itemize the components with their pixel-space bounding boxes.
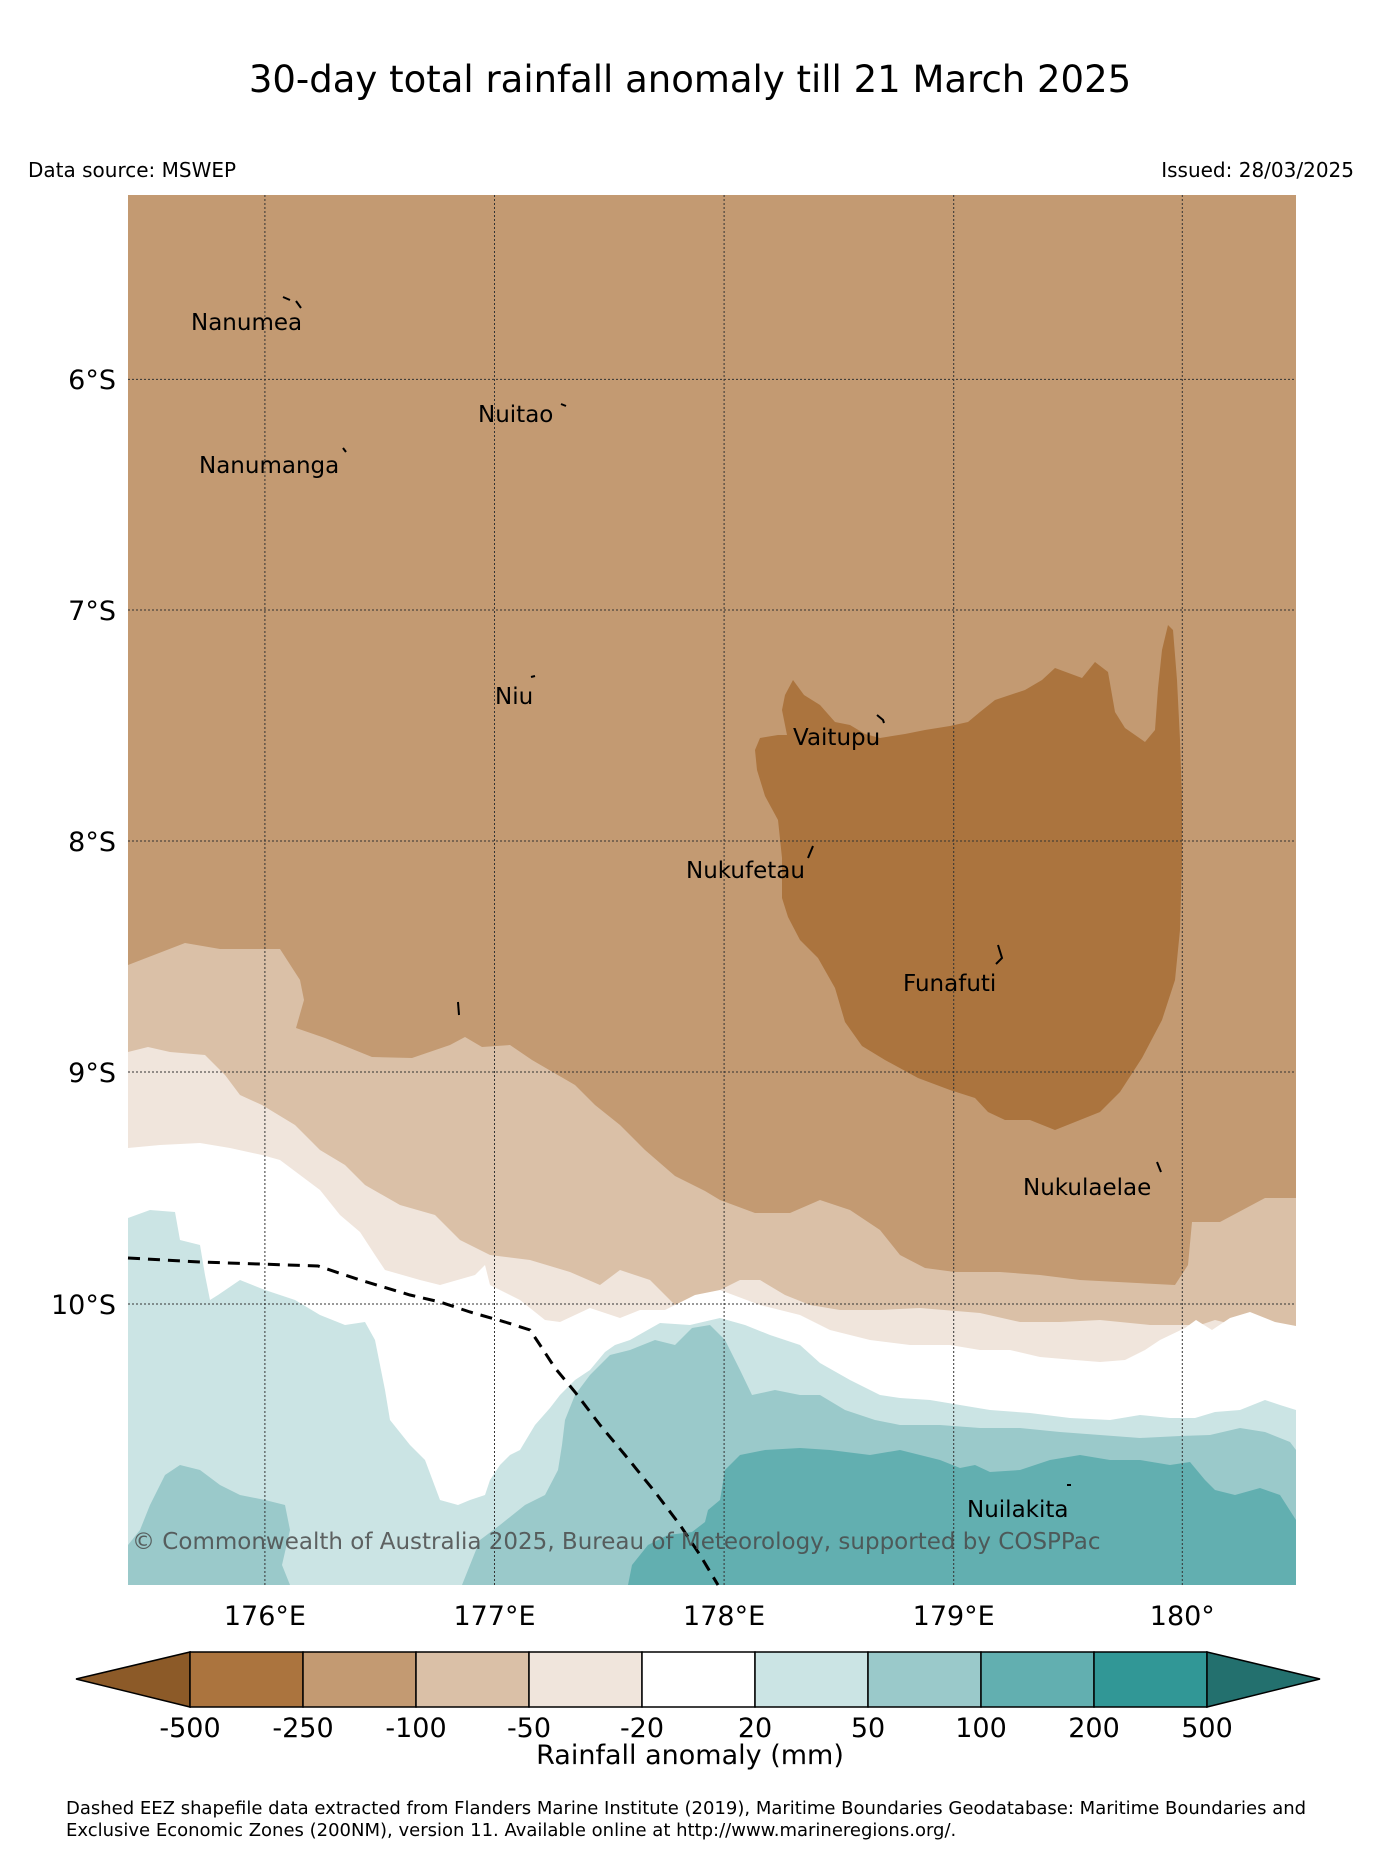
x-tick-179e: 179°E	[913, 1601, 995, 1632]
nuitao-atoll-icon	[560, 403, 567, 407]
x-tick-178e: 178°E	[683, 1601, 765, 1632]
colorbar-tick: -500	[159, 1713, 220, 1744]
island-outlines	[282, 296, 1162, 1486]
nukulaelae-atoll-icon	[1156, 1161, 1162, 1173]
colorbar-segment	[641, 1651, 756, 1708]
issued-date-text: Issued: 28/03/2025	[1161, 158, 1354, 182]
graticule	[128, 195, 1296, 1585]
island-label-funafuti: Funafuti	[903, 971, 996, 997]
vaitupu-atoll-icon	[876, 714, 885, 724]
niu-atoll-icon	[530, 675, 536, 678]
colorbar	[75, 1651, 1321, 1708]
x-tick-177e: 177°E	[453, 1601, 535, 1632]
colorbar-segment	[867, 1651, 982, 1708]
colorbar-tick: -250	[272, 1713, 333, 1744]
island-label-vaitupu: Vaitupu	[793, 725, 880, 751]
colorbar-label: Rainfall anomaly (mm)	[536, 1740, 844, 1771]
colorbar-tick: 20	[738, 1713, 772, 1744]
data-source-text: Data source: MSWEP	[28, 158, 237, 182]
eez-boundary-line	[127, 1256, 720, 1586]
colorbar-tick: 500	[1181, 1713, 1233, 1744]
x-tick-176e: 176°E	[224, 1601, 306, 1632]
y-tick-9s: 9°S	[68, 1058, 116, 1089]
footer-credit: Dashed EEZ shapefile data extracted from…	[66, 1798, 1307, 1841]
island-label-nuitao: Nuitao	[478, 402, 553, 428]
y-tick-6s: 6°S	[68, 365, 116, 396]
nukufetau-atoll-icon	[807, 845, 814, 859]
nanumanga-atoll-icon	[342, 447, 347, 453]
contour-band-plus200-plus500	[700, 1515, 745, 1585]
coast-speck-icon	[457, 1001, 460, 1016]
island-label-nukufetau: Nukufetau	[686, 858, 805, 884]
colorbar-max-arrow	[1206, 1651, 1321, 1708]
colorbar-tick: 50	[851, 1713, 885, 1744]
funafuti-atoll-icon	[995, 944, 1004, 965]
contour-band-plus100-plus200	[628, 1448, 1296, 1585]
island-label-nanumanga: Nanumanga	[199, 453, 339, 479]
island-label-nanumea: Nanumea	[191, 310, 302, 336]
colorbar-min-arrow	[75, 1651, 191, 1708]
island-label-nuilakita: Nuilakita	[967, 1497, 1068, 1523]
nanumea-atoll-icon	[282, 296, 302, 309]
y-tick-10s: 10°S	[51, 1290, 116, 1321]
colorbar-segment	[415, 1651, 530, 1708]
anomaly-contours	[128, 195, 1296, 1585]
x-tick-180: 180°	[1150, 1601, 1215, 1632]
colorbar-tick: -20	[620, 1713, 664, 1744]
colorbar-tick: -100	[385, 1713, 446, 1744]
colorbar-tick: 100	[955, 1713, 1007, 1744]
island-label-niu: Niu	[495, 684, 533, 710]
colorbar-tick: 200	[1068, 1713, 1120, 1744]
colorbar-segment	[1093, 1651, 1208, 1708]
colorbar-segment	[302, 1651, 417, 1708]
colorbar-tick: -50	[507, 1713, 551, 1744]
island-label-nukulaelae: Nukulaelae	[1023, 1175, 1151, 1201]
colorbar-segment	[189, 1651, 304, 1708]
colorbar-segment	[754, 1651, 869, 1708]
y-tick-8s: 8°S	[68, 827, 116, 858]
colorbar-segment	[528, 1651, 643, 1708]
colorbar-segment	[980, 1651, 1095, 1708]
copyright-watermark: © Commonwealth of Australia 2025, Bureau…	[132, 1529, 1101, 1555]
page-title: 30-day total rainfall anomaly till 21 Ma…	[248, 58, 1132, 101]
contour-band-minus250-minus500	[755, 625, 1182, 1130]
y-tick-7s: 7°S	[68, 596, 116, 627]
